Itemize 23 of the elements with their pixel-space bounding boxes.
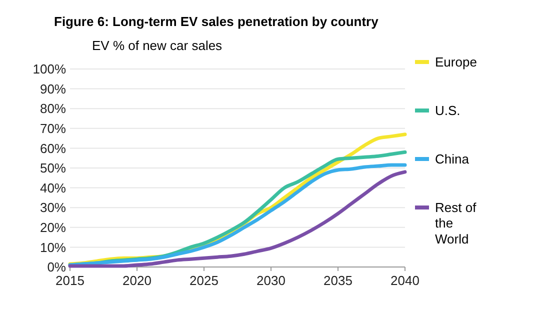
x-tick-label: 2015 bbox=[56, 273, 84, 288]
y-axis-title: EV % of new car sales bbox=[92, 38, 223, 53]
legend-label: Europe bbox=[435, 54, 477, 70]
legend-label: U.S. bbox=[435, 103, 460, 118]
y-tick-label: 100% bbox=[32, 62, 66, 77]
legend-label: Rest of the World bbox=[435, 200, 477, 246]
x-tick-label: 2030 bbox=[256, 273, 286, 288]
x-tick-label: 2035 bbox=[324, 273, 352, 288]
y-tick-label: 0% bbox=[47, 260, 66, 275]
y-tick-label: 90% bbox=[40, 81, 66, 96]
x-tick-label: 2025 bbox=[190, 273, 218, 288]
x-tick-label: 2040 bbox=[390, 273, 420, 288]
y-tick-label: 40% bbox=[40, 180, 66, 196]
y-tick-label: 20% bbox=[40, 220, 66, 235]
y-tick-label: 50% bbox=[40, 160, 66, 176]
y-tick-label: 30% bbox=[40, 200, 66, 216]
chart-title: Figure 6: Long-term EV sales penetration by country bbox=[54, 14, 380, 29]
y-tick-label: 70% bbox=[40, 120, 66, 136]
y-tick-label: 60% bbox=[40, 140, 66, 156]
y-tick-label: 10% bbox=[40, 240, 66, 255]
y-tick-label: 80% bbox=[40, 101, 66, 116]
legend-label: China bbox=[435, 152, 470, 167]
x-tick-label: 2020 bbox=[122, 273, 152, 288]
